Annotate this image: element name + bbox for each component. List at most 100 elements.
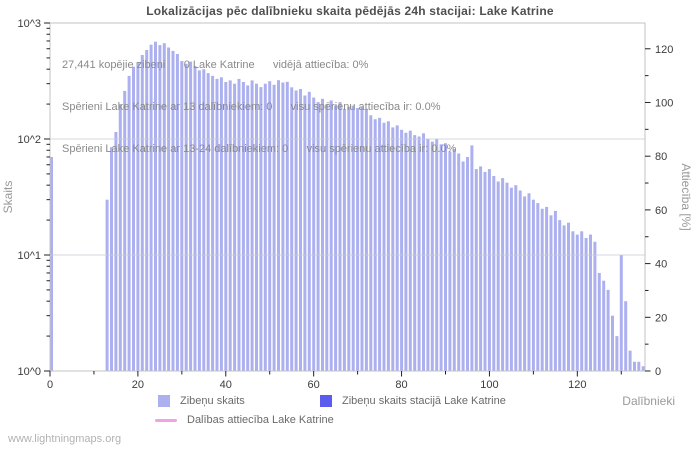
legend-item-participation-ratio: Dalības attiecība Lake Katrine bbox=[155, 414, 334, 426]
bar bbox=[250, 80, 254, 372]
bar bbox=[215, 78, 219, 372]
bar bbox=[325, 104, 329, 371]
bar bbox=[167, 47, 171, 371]
bar bbox=[285, 81, 289, 372]
bar bbox=[395, 125, 399, 372]
bar bbox=[378, 117, 382, 372]
bar bbox=[531, 199, 535, 371]
bar bbox=[624, 301, 628, 371]
bar bbox=[606, 289, 610, 371]
bar bbox=[536, 203, 540, 371]
bar bbox=[584, 238, 588, 371]
bar bbox=[303, 95, 307, 371]
bar bbox=[193, 66, 197, 371]
bar bbox=[290, 87, 294, 372]
bar bbox=[307, 91, 311, 372]
bar bbox=[206, 73, 210, 371]
bar bbox=[237, 78, 241, 372]
bar bbox=[633, 361, 636, 371]
participation-ratio-line-swatch bbox=[155, 418, 177, 422]
bar bbox=[413, 135, 417, 371]
bar bbox=[457, 153, 461, 371]
y-left-tick-label: 10^1 bbox=[17, 250, 41, 262]
bar bbox=[171, 50, 175, 372]
bar bbox=[136, 62, 140, 371]
annotation-line-3: Spērieni Lake Katrine ar 13-24 dalībniek… bbox=[62, 143, 457, 155]
bar bbox=[461, 161, 465, 371]
bar bbox=[312, 97, 316, 371]
bar bbox=[589, 234, 592, 371]
x-tick-label: 100 bbox=[480, 379, 498, 391]
y-axis-label-left: Skaits bbox=[1, 180, 15, 214]
bar bbox=[228, 80, 232, 372]
y-left-tick-label: 10^2 bbox=[17, 134, 41, 146]
bar bbox=[514, 185, 518, 371]
bar bbox=[342, 108, 346, 372]
legend-item-station-strike-count: Zibeņu skaits stacijā Lake Katrine bbox=[320, 395, 506, 407]
y-left-tick-label: 10^0 bbox=[17, 366, 41, 378]
bar bbox=[474, 169, 478, 371]
bar bbox=[422, 133, 425, 371]
y-right-tick-label: 40 bbox=[655, 259, 667, 271]
bar bbox=[211, 75, 215, 372]
bar bbox=[233, 83, 237, 371]
bar bbox=[202, 69, 206, 371]
bar bbox=[518, 190, 522, 371]
bar bbox=[338, 102, 342, 371]
bar bbox=[509, 187, 513, 371]
bar bbox=[593, 241, 597, 371]
bar bbox=[110, 147, 113, 371]
bar bbox=[417, 136, 421, 371]
bar bbox=[637, 361, 641, 371]
bar bbox=[224, 82, 228, 371]
bar bbox=[545, 206, 549, 371]
bar bbox=[580, 231, 584, 371]
bar bbox=[175, 54, 179, 371]
bar bbox=[439, 144, 443, 371]
bar bbox=[255, 83, 258, 371]
bar bbox=[391, 127, 395, 372]
bar bbox=[602, 280, 606, 371]
bar bbox=[611, 315, 614, 371]
bar bbox=[127, 75, 131, 372]
y-right-tick-label: 80 bbox=[655, 151, 667, 163]
legend-item-strike-count: Zibeņu skaits bbox=[158, 395, 245, 407]
bar bbox=[197, 70, 201, 372]
bar bbox=[351, 105, 355, 371]
bar bbox=[316, 102, 320, 371]
chart-title: Lokalizācijas pēc dalībnieku skaita pēdē… bbox=[146, 4, 554, 18]
bar bbox=[347, 106, 351, 371]
bar bbox=[162, 43, 166, 371]
bar bbox=[408, 130, 412, 371]
bar bbox=[263, 83, 267, 371]
bar bbox=[277, 80, 280, 371]
bar bbox=[259, 87, 263, 371]
bar bbox=[246, 85, 250, 372]
legend-label: Dalības attiecība Lake Katrine bbox=[187, 414, 334, 426]
bar bbox=[597, 273, 601, 371]
x-axis-label: Dalībnieki bbox=[622, 394, 675, 408]
bar bbox=[567, 222, 570, 371]
y-right-tick-label: 120 bbox=[655, 44, 673, 56]
bar bbox=[505, 182, 509, 371]
bar bbox=[180, 61, 184, 371]
legend-label: Zibeņu skaits stacijā Lake Katrine bbox=[342, 395, 506, 407]
bar bbox=[448, 151, 452, 371]
bar bbox=[501, 178, 505, 371]
bar bbox=[356, 108, 360, 371]
bar bbox=[281, 82, 285, 371]
y-left-tick-label: 10^3 bbox=[17, 18, 41, 30]
bar bbox=[154, 41, 157, 371]
bar bbox=[373, 119, 377, 371]
bar bbox=[364, 108, 368, 372]
annotation-line-2: Spērieni Lake Katrine ar 13 dalībniekiem… bbox=[62, 101, 441, 113]
bar bbox=[158, 45, 162, 371]
y-right-tick-label: 20 bbox=[655, 312, 667, 324]
bar bbox=[444, 143, 447, 371]
bar bbox=[619, 255, 623, 371]
bar bbox=[571, 231, 575, 371]
bar bbox=[496, 181, 500, 371]
x-tick-label: 120 bbox=[568, 379, 586, 391]
bar bbox=[105, 199, 109, 371]
bar bbox=[483, 171, 487, 371]
